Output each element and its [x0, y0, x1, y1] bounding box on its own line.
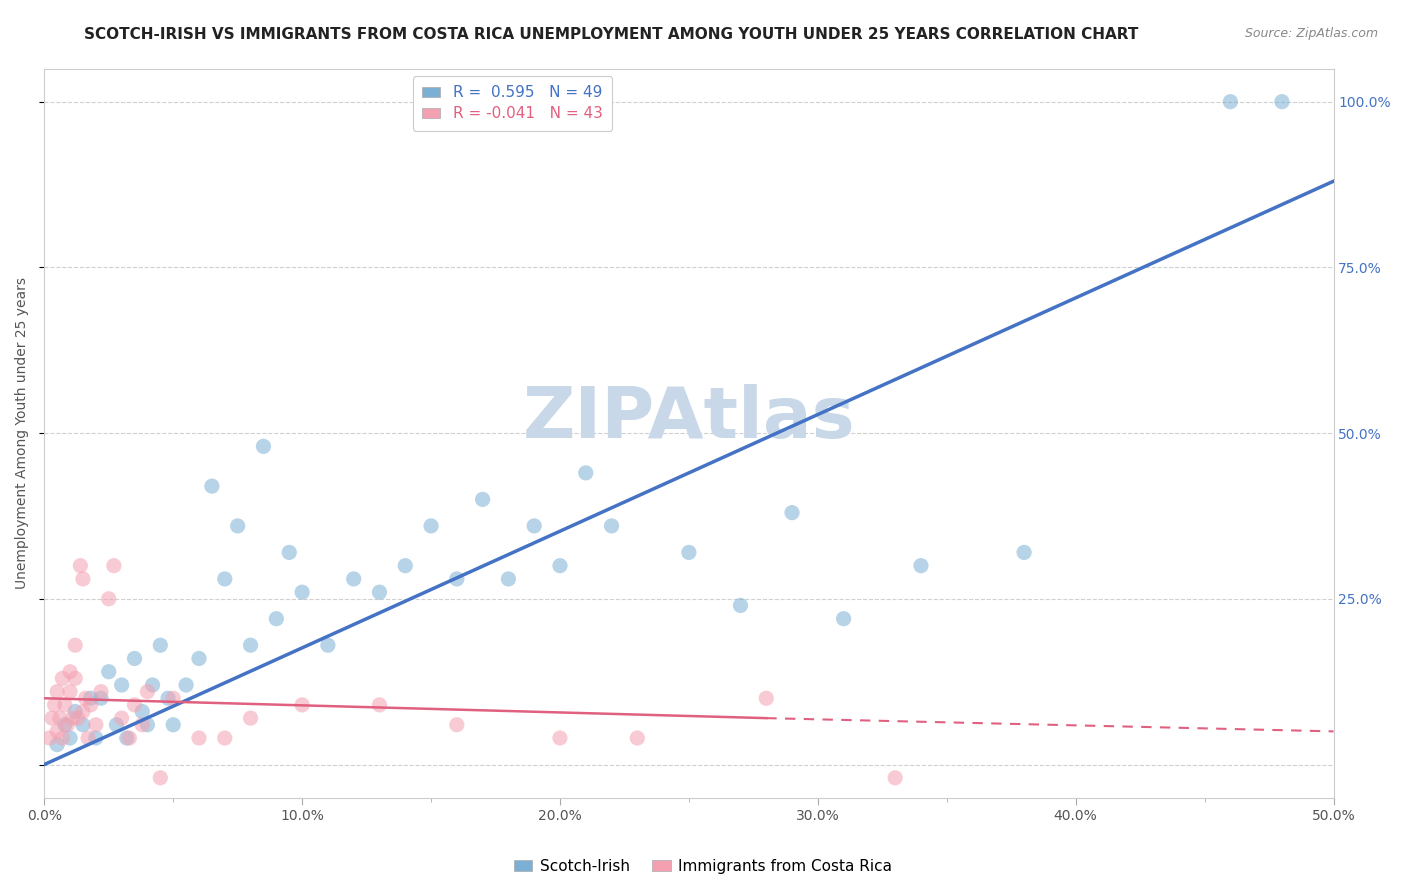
Point	[69, 558, 91, 573]
Point	[90, 691, 112, 706]
Point	[38, 731, 60, 745]
Point	[548, 731, 571, 745]
Point	[46, 684, 69, 698]
Point	[105, 718, 128, 732]
Point	[678, 545, 700, 559]
Point	[53, 698, 76, 712]
Point	[80, 691, 103, 706]
Point	[115, 731, 138, 745]
Point	[730, 599, 752, 613]
Point	[84, 731, 107, 745]
Point	[157, 691, 180, 706]
Point	[97, 591, 120, 606]
Point	[214, 572, 236, 586]
Point	[53, 718, 76, 732]
Point	[136, 718, 159, 732]
Point	[910, 558, 932, 573]
Point	[56, 718, 79, 732]
Point	[1271, 95, 1294, 109]
Point	[118, 731, 141, 745]
Point	[548, 558, 571, 573]
Point	[149, 638, 172, 652]
Point	[44, 698, 66, 712]
Point	[72, 572, 94, 586]
Point	[278, 545, 301, 559]
Point	[188, 731, 211, 745]
Point	[90, 684, 112, 698]
Y-axis label: Unemployment Among Youth under 25 years: Unemployment Among Youth under 25 years	[15, 277, 30, 589]
Point	[291, 585, 314, 599]
Point	[111, 711, 134, 725]
Point	[149, 771, 172, 785]
Point	[420, 519, 443, 533]
Point	[142, 678, 165, 692]
Point	[368, 698, 391, 712]
Point	[174, 678, 197, 692]
Text: SCOTCH-IRISH VS IMMIGRANTS FROM COSTA RICA UNEMPLOYMENT AMONG YOUTH UNDER 25 YEA: SCOTCH-IRISH VS IMMIGRANTS FROM COSTA RI…	[84, 27, 1139, 42]
Point	[780, 506, 803, 520]
Point	[103, 558, 125, 573]
Point	[111, 678, 134, 692]
Point	[471, 492, 494, 507]
Point	[72, 705, 94, 719]
Point	[63, 638, 86, 652]
Point	[291, 698, 314, 712]
Point	[226, 519, 249, 533]
Point	[188, 651, 211, 665]
Point	[97, 665, 120, 679]
Point	[80, 698, 103, 712]
Point	[63, 671, 86, 685]
Point	[51, 671, 73, 685]
Point	[51, 731, 73, 745]
Point	[124, 698, 146, 712]
Point	[75, 691, 97, 706]
Point	[1219, 95, 1241, 109]
Point	[77, 731, 100, 745]
Point	[131, 718, 153, 732]
Point	[84, 718, 107, 732]
Point	[343, 572, 366, 586]
Point	[162, 691, 184, 706]
Point	[394, 558, 416, 573]
Point	[124, 651, 146, 665]
Point	[239, 711, 262, 725]
Point	[498, 572, 520, 586]
Point	[66, 711, 89, 725]
Point	[59, 665, 82, 679]
Point	[239, 638, 262, 652]
Point	[523, 519, 546, 533]
Point	[832, 612, 855, 626]
Point	[446, 572, 468, 586]
Point	[72, 718, 94, 732]
Point	[62, 711, 84, 725]
Point	[46, 724, 69, 739]
Point	[162, 718, 184, 732]
Point	[446, 718, 468, 732]
Point	[59, 731, 82, 745]
Point	[41, 711, 63, 725]
Legend: R =  0.595   N = 49, R = -0.041   N = 43: R = 0.595 N = 49, R = -0.041 N = 43	[413, 76, 612, 130]
Point	[575, 466, 598, 480]
Point	[600, 519, 623, 533]
Point	[131, 705, 153, 719]
Point	[316, 638, 339, 652]
Point	[1012, 545, 1035, 559]
Point	[884, 771, 907, 785]
Point	[755, 691, 778, 706]
Point	[626, 731, 648, 745]
Point	[368, 585, 391, 599]
Legend: Scotch-Irish, Immigrants from Costa Rica: Scotch-Irish, Immigrants from Costa Rica	[508, 853, 898, 880]
Point	[63, 705, 86, 719]
Point	[59, 684, 82, 698]
Point	[201, 479, 224, 493]
Point	[266, 612, 288, 626]
Point	[252, 439, 274, 453]
Point	[136, 684, 159, 698]
Text: Source: ZipAtlas.com: Source: ZipAtlas.com	[1244, 27, 1378, 40]
Point	[48, 711, 70, 725]
Point	[214, 731, 236, 745]
Text: ZIPAtlas: ZIPAtlas	[523, 384, 855, 453]
Point	[46, 738, 69, 752]
